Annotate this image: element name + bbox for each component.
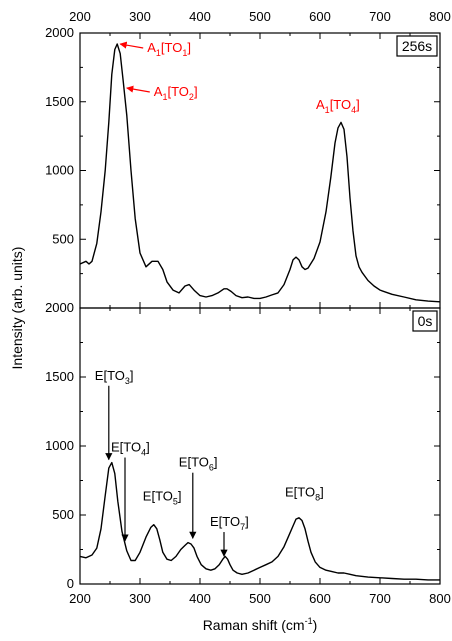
- spectrum-line-0s: [79, 461, 440, 581]
- axes-layer: 500 1000 1500 2000 256s 0 500 1000 1500 2000 0s 200…: [45, 9, 451, 606]
- peak-label: A1[TO2]: [154, 84, 198, 102]
- y-tick-label: 0: [67, 576, 74, 591]
- y-tick-label: 1500: [45, 94, 74, 109]
- data-layer: [79, 43, 441, 581]
- panel-tag-box: [396, 35, 438, 57]
- peak-arrow: [119, 41, 144, 49]
- peak-label: E[TO4]: [111, 440, 150, 458]
- y-axis-label: Intensity (arb. units): [9, 247, 25, 370]
- x-axis-label: Raman shift (cm-1): [203, 616, 318, 633]
- panel-tag-box: [412, 310, 438, 332]
- x-tick-label-top: 400: [189, 9, 211, 24]
- x-tick-label: 200: [69, 591, 91, 606]
- y-tick-label: 500: [52, 507, 74, 522]
- x-tick-label: 300: [129, 591, 151, 606]
- y-tick-label: 500: [52, 231, 74, 246]
- peak-label: E[TO3]: [95, 368, 134, 386]
- x-tick-label: 800: [429, 591, 451, 606]
- x-tick-label: 400: [189, 591, 211, 606]
- y-tick-label: 2000: [45, 25, 74, 40]
- peak-label: E[TO8]: [285, 485, 324, 503]
- y-tick-label: 1000: [45, 438, 74, 453]
- panel-frame: [79, 32, 441, 309]
- spectrum-line-256s: [79, 43, 441, 303]
- y-tick-label: 2000: [45, 300, 74, 315]
- peak-label: A1[TO1]: [147, 40, 191, 58]
- peak-label: E[TO7]: [210, 514, 249, 532]
- y-tick-label: 1000: [45, 163, 74, 178]
- panel-tag-label: 0s: [418, 313, 433, 329]
- x-tick-label-top: 300: [129, 9, 151, 24]
- panel-tag-label: 256s: [402, 38, 432, 54]
- x-tick-label-top: 500: [249, 9, 271, 24]
- x-tick-label-top: 600: [309, 9, 331, 24]
- x-tick-label: 500: [249, 591, 271, 606]
- x-tick-label: 600: [309, 591, 331, 606]
- peak-label: E[TO6]: [179, 455, 218, 473]
- x-tick-label-top: 200: [69, 9, 91, 24]
- y-tick-label: 1500: [45, 369, 74, 384]
- x-tick-label: 700: [369, 591, 391, 606]
- peak-arrow: [126, 85, 150, 93]
- x-tick-label-top: 700: [369, 9, 391, 24]
- annotation-layer: A1[TO1] A1[TO2] A1[TO4] E[TO3] E[TO4] E[TO5] E…: [95, 40, 360, 557]
- peak-label: E[TO5]: [143, 489, 182, 507]
- peak-label: A1[TO4]: [316, 97, 360, 115]
- x-tick-label-top: 800: [429, 9, 451, 24]
